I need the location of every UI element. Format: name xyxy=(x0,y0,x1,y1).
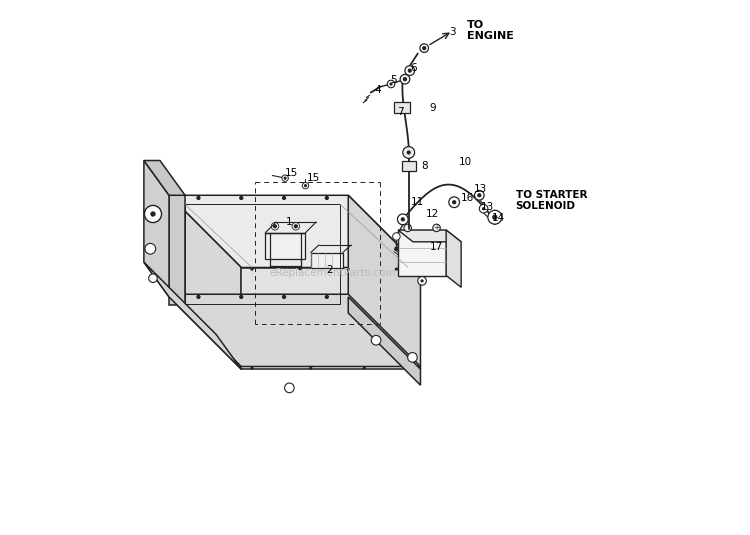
Circle shape xyxy=(387,80,394,88)
Circle shape xyxy=(239,196,244,200)
Text: 1: 1 xyxy=(286,217,292,227)
Text: 8: 8 xyxy=(421,161,428,171)
Circle shape xyxy=(475,190,484,200)
Circle shape xyxy=(400,217,405,221)
Circle shape xyxy=(363,366,366,370)
Circle shape xyxy=(477,193,482,197)
Circle shape xyxy=(272,223,279,230)
Circle shape xyxy=(298,268,302,271)
Circle shape xyxy=(406,150,411,155)
Circle shape xyxy=(148,274,158,282)
Polygon shape xyxy=(348,297,421,385)
Text: 6: 6 xyxy=(410,64,417,73)
Circle shape xyxy=(421,279,424,282)
Bar xyxy=(402,160,416,171)
Text: 13: 13 xyxy=(481,202,494,212)
Text: 2: 2 xyxy=(326,265,333,275)
Circle shape xyxy=(400,74,410,84)
Text: 16: 16 xyxy=(460,193,474,203)
Polygon shape xyxy=(398,230,446,276)
Circle shape xyxy=(433,224,440,232)
Circle shape xyxy=(196,295,200,299)
Circle shape xyxy=(393,233,400,240)
Circle shape xyxy=(448,197,460,208)
Text: 14: 14 xyxy=(491,213,505,223)
Text: 15: 15 xyxy=(307,173,320,182)
Polygon shape xyxy=(169,294,421,366)
Circle shape xyxy=(325,295,329,299)
Polygon shape xyxy=(266,233,305,259)
Circle shape xyxy=(145,243,156,254)
Text: 17: 17 xyxy=(429,242,442,252)
Polygon shape xyxy=(144,262,242,369)
Circle shape xyxy=(294,224,298,228)
Text: TO
ENGINE: TO ENGINE xyxy=(467,20,514,41)
Text: 11: 11 xyxy=(411,197,424,207)
Circle shape xyxy=(282,175,288,181)
Circle shape xyxy=(408,68,412,73)
Text: 12: 12 xyxy=(426,209,439,219)
Circle shape xyxy=(284,177,286,180)
Circle shape xyxy=(304,184,307,187)
Circle shape xyxy=(282,295,286,299)
Text: 4: 4 xyxy=(374,85,381,95)
Circle shape xyxy=(488,210,502,224)
Text: 7: 7 xyxy=(398,108,404,117)
Circle shape xyxy=(479,204,488,213)
Circle shape xyxy=(420,44,428,52)
Text: eReplacementParts.com: eReplacementParts.com xyxy=(269,268,395,278)
Polygon shape xyxy=(446,230,461,287)
Circle shape xyxy=(325,196,329,200)
Circle shape xyxy=(422,46,426,50)
Polygon shape xyxy=(144,160,169,297)
Circle shape xyxy=(398,214,408,225)
Circle shape xyxy=(251,268,254,271)
Circle shape xyxy=(282,196,286,200)
Text: 10: 10 xyxy=(458,157,472,166)
Circle shape xyxy=(394,234,398,239)
Circle shape xyxy=(394,247,398,251)
Polygon shape xyxy=(169,195,242,369)
Circle shape xyxy=(371,335,381,345)
Circle shape xyxy=(309,366,313,370)
Circle shape xyxy=(404,224,412,232)
Text: 13: 13 xyxy=(474,185,488,194)
Text: 3: 3 xyxy=(449,27,456,37)
Circle shape xyxy=(292,223,299,230)
Circle shape xyxy=(196,196,200,200)
Circle shape xyxy=(408,353,417,362)
Circle shape xyxy=(145,205,161,223)
Text: 9: 9 xyxy=(430,103,436,113)
Circle shape xyxy=(239,295,244,299)
Circle shape xyxy=(405,66,415,75)
Circle shape xyxy=(284,383,294,393)
Circle shape xyxy=(452,200,456,204)
Circle shape xyxy=(150,211,156,217)
Polygon shape xyxy=(398,230,461,242)
Polygon shape xyxy=(348,195,421,369)
Text: 5: 5 xyxy=(391,75,397,85)
Polygon shape xyxy=(144,160,185,195)
Circle shape xyxy=(403,77,407,81)
Circle shape xyxy=(394,268,398,271)
Circle shape xyxy=(302,182,309,189)
Circle shape xyxy=(418,277,426,285)
Polygon shape xyxy=(169,195,185,305)
Text: +: + xyxy=(433,224,439,232)
Polygon shape xyxy=(169,195,421,268)
Polygon shape xyxy=(242,268,421,369)
Circle shape xyxy=(482,207,485,210)
Circle shape xyxy=(403,147,415,158)
Bar xyxy=(394,102,410,113)
Circle shape xyxy=(273,224,277,228)
Circle shape xyxy=(492,215,497,220)
Circle shape xyxy=(389,82,393,86)
Circle shape xyxy=(346,268,350,271)
Circle shape xyxy=(251,366,254,370)
Text: 15: 15 xyxy=(285,169,298,178)
Text: TO STARTER
SOLENOID: TO STARTER SOLENOID xyxy=(516,190,587,211)
Bar xyxy=(310,253,343,268)
